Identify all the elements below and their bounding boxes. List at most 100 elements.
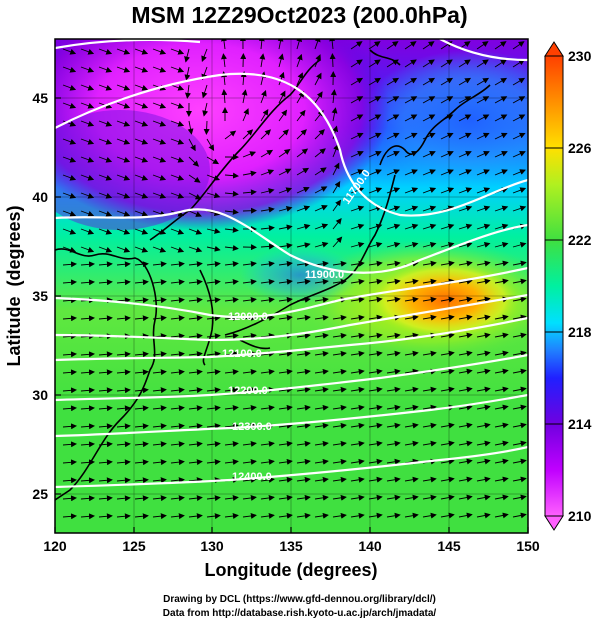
wind-arrow (350, 223, 365, 230)
wind-arrow (278, 129, 289, 140)
wind-arrow (458, 332, 473, 339)
wind-arrow (170, 84, 185, 91)
wind-arrow (278, 350, 293, 357)
height-contours (55, 39, 528, 489)
wind-arrow (368, 241, 383, 248)
wind-arrow (350, 132, 364, 140)
wind-arrow (350, 114, 364, 122)
wind-arrow (404, 314, 419, 321)
wind-arrow (62, 138, 77, 145)
colorbar-tick-label: 218 (568, 324, 592, 340)
wind-arrow (278, 368, 293, 375)
y-tick-label: 45 (32, 90, 48, 106)
wind-arrow (201, 48, 208, 63)
wind-arrow (404, 77, 418, 86)
wind-arrow (494, 332, 509, 339)
wind-arrow (260, 188, 275, 195)
wind-arrow (152, 495, 167, 502)
wind-arrow (512, 494, 527, 501)
wind-arrow (350, 404, 365, 411)
wind-arrow (368, 114, 382, 122)
wind-arrow (203, 120, 210, 135)
wind-arrow (458, 494, 473, 501)
colorbar-max-arrow (544, 41, 564, 57)
wind-arrow (170, 333, 185, 340)
wind-arrow (224, 261, 239, 267)
wind-arrow (206, 210, 221, 216)
wind-arrow (422, 314, 437, 321)
wind-arrow (98, 84, 113, 91)
wind-arrow (386, 422, 401, 429)
wind-arrow (296, 278, 311, 285)
wind-arrow (314, 314, 329, 321)
wind-arrow (386, 494, 401, 501)
wind-arrow (458, 223, 473, 230)
wind-arrow (314, 494, 329, 501)
wind-arrow (476, 241, 491, 248)
wind-arrow (278, 206, 293, 212)
wind-arrow (80, 423, 95, 430)
wind-arrow (512, 205, 527, 212)
wind-arrow (404, 169, 418, 176)
wind-arrow (512, 386, 527, 393)
wind-arrow (260, 278, 275, 285)
wind-arrow (206, 495, 221, 502)
x-tick-label: 120 (43, 538, 67, 554)
wind-arrow (458, 296, 473, 303)
wind-arrow (350, 368, 365, 375)
wind-arrow (278, 296, 293, 303)
wind-arrow (422, 476, 437, 483)
wind-arrow (332, 162, 340, 176)
wind-arrow (440, 314, 455, 321)
wind-arrow (242, 260, 257, 267)
wind-arrow (458, 77, 472, 86)
wind-arrow (512, 332, 527, 339)
wind-arrow (152, 405, 167, 412)
wind-arrow (386, 458, 401, 465)
wind-arrow (512, 404, 527, 411)
wind-arrow (476, 422, 491, 429)
wind-arrow (80, 246, 95, 253)
wind-arrow (134, 84, 149, 91)
wind-arrow (368, 350, 383, 357)
y-tick-labels: 25 30 35 40 45 (32, 90, 48, 502)
wind-arrow (404, 59, 417, 68)
wind-arrow (458, 404, 473, 411)
wind-arrow (224, 387, 239, 393)
wind-arrow (422, 205, 437, 212)
wind-arrow (476, 169, 490, 176)
wind-arrow (152, 246, 167, 253)
wind-arrow (260, 494, 275, 501)
wind-arrow (314, 386, 329, 393)
wind-arrow (278, 90, 286, 104)
wind-arrow (314, 458, 329, 465)
wind-arrow (404, 241, 419, 248)
wind-arrow (404, 114, 418, 122)
wind-arrow (476, 494, 491, 501)
wind-arrow (512, 187, 527, 194)
wind-arrow (242, 207, 257, 214)
wind-arrow (386, 187, 401, 194)
wind-arrow (512, 422, 527, 429)
chart-title: MSM 12Z29Oct2023 (200.0hPa) (131, 2, 468, 28)
wind-arrow (206, 333, 221, 340)
wind-arrow (116, 174, 131, 181)
wind-arrow (206, 156, 220, 165)
wind-arrow (206, 459, 221, 466)
wind-arrow (458, 512, 473, 519)
y-axis-label: Latitude (degrees) (4, 205, 24, 366)
wind-arrow (314, 260, 329, 267)
wind-arrow (98, 459, 113, 466)
wind-arrow (476, 59, 489, 68)
wind-arrow (116, 102, 131, 109)
wind-arrow (332, 181, 341, 194)
wind-arrow (296, 186, 310, 194)
wind-arrow (278, 224, 293, 231)
wind-arrow (170, 246, 185, 253)
wind-arrow (152, 156, 167, 163)
wind-arrow (368, 332, 383, 339)
wind-arrow (98, 405, 113, 412)
wind-arrow (314, 512, 329, 519)
wind-arrow (62, 459, 77, 466)
wind-arrow (512, 440, 527, 447)
